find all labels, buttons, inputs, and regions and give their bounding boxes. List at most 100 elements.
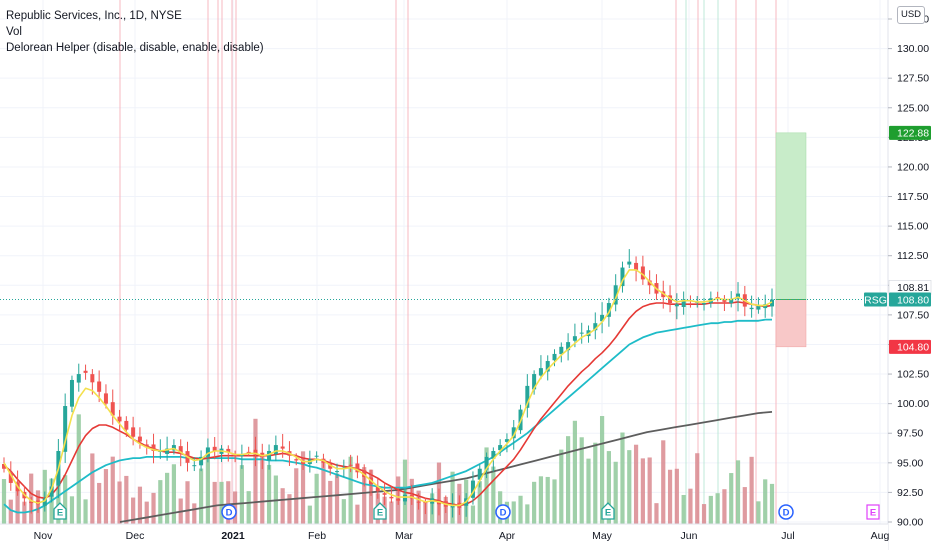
legend-title[interactable]: Republic Services, Inc., 1D, NYSE — [6, 10, 182, 22]
dividend-circle-3 — [495, 504, 511, 520]
price-axis-bg — [888, 0, 932, 550]
price-tick-7: 107.50 — [897, 309, 929, 321]
volume-bar-43 — [294, 468, 299, 524]
stop-price-tag-text: 104.80 — [897, 342, 929, 354]
candle-body-38 — [260, 452, 265, 457]
candle-body-26 — [178, 446, 183, 454]
candle-body-77 — [525, 385, 530, 408]
stop-price-tag-bg — [889, 339, 931, 354]
volume-bar-90 — [613, 461, 618, 524]
candle-body-99 — [674, 304, 679, 307]
volume-bar-41 — [280, 488, 285, 524]
dividend-marker-3[interactable]: D — [495, 504, 511, 520]
volume-bar-50 — [341, 499, 346, 524]
volume-bar-1 — [8, 499, 13, 524]
earnings-marker-0[interactable]: E — [53, 502, 67, 520]
volume-bar-22 — [151, 492, 156, 524]
earnings-shape-0 — [53, 502, 67, 520]
candle-body-66 — [450, 505, 455, 508]
volume-bar-111 — [756, 501, 761, 524]
candle-body-0 — [2, 464, 6, 469]
sma-fast-line — [3, 269, 773, 507]
price-tick-15: 127.50 — [897, 73, 929, 85]
candle-body-83 — [566, 342, 571, 351]
candle-body-71 — [484, 456, 489, 470]
volume-bar-2 — [15, 481, 20, 524]
candle-body-78 — [532, 374, 537, 390]
volume-bar-92 — [627, 450, 632, 524]
volume-bar-105 — [715, 493, 720, 524]
volume-bar-70 — [477, 481, 482, 524]
earnings-marker-4[interactable]: E — [601, 502, 615, 520]
sma-fast-path — [3, 269, 773, 507]
candle-body-30 — [205, 447, 210, 457]
volume-bar-16 — [110, 456, 115, 524]
dividend-circle-1 — [221, 504, 237, 520]
volume-bar-106 — [722, 489, 727, 524]
price-tick-12: 120.00 — [897, 161, 929, 173]
candle-body-89 — [606, 303, 611, 317]
currency-button[interactable]: USD — [897, 6, 925, 24]
candle-body-70 — [477, 468, 482, 480]
time-tick-4: Mar — [395, 530, 414, 542]
volume-bar-11 — [76, 414, 81, 524]
candle-body-33 — [226, 448, 231, 453]
volume-bar-17 — [117, 481, 122, 524]
candle-body-69 — [470, 480, 475, 498]
candle-body-108 — [736, 293, 741, 299]
volume-bar-99 — [674, 468, 679, 524]
candle-body-113 — [770, 299, 774, 307]
volume-bar-30 — [205, 453, 210, 524]
volume-bar-87 — [593, 442, 598, 524]
risk-reward-zones — [775, 132, 807, 348]
candle-body-11 — [76, 374, 81, 383]
candle-body-36 — [246, 451, 251, 453]
earnings-marker-2[interactable]: E — [373, 502, 387, 520]
volume-bar-93 — [633, 444, 639, 524]
price-axis[interactable]: 90.0092.5095.0097.50100.00102.50105.0010… — [887, 0, 932, 550]
candle-body-58 — [396, 498, 401, 501]
time-tick-9: Aug — [871, 530, 890, 542]
event-label-4: E — [605, 508, 611, 519]
volume-bar-84 — [572, 420, 578, 524]
event-label-2: E — [377, 508, 383, 519]
chart-legend: Republic Services, Inc., 1D, NYSE Vol De… — [6, 8, 264, 56]
volume-bar-75 — [511, 501, 516, 524]
volume-bar-82 — [559, 449, 564, 524]
event-label-5: D — [783, 508, 790, 519]
earnings-box-6 — [866, 504, 880, 520]
volume-bar-96 — [654, 503, 659, 524]
time-tick-3: Feb — [308, 530, 326, 542]
price-tick-11: 117.50 — [897, 191, 928, 203]
volume-bar-112 — [763, 479, 768, 524]
price-tick-5: 102.50 — [897, 369, 929, 381]
event-vertical-lines — [119, 0, 777, 524]
dividend-marker-1[interactable]: D — [221, 504, 237, 520]
volume-bar-110 — [749, 456, 754, 524]
candle-body-40 — [273, 445, 278, 455]
candle-body-98 — [668, 295, 673, 304]
volume-bar-91 — [620, 432, 625, 524]
candle-body-90 — [613, 285, 618, 305]
legend-helper[interactable]: Delorean Helper (disable, disable, enabl… — [6, 42, 264, 54]
candle-body-25 — [171, 445, 176, 451]
candle-body-59 — [402, 494, 407, 502]
risk-zone — [775, 299, 807, 348]
candle-body-84 — [572, 336, 577, 341]
candle-body-12 — [83, 370, 88, 373]
earnings-marker-6[interactable]: E — [866, 504, 880, 520]
volume-bar-69 — [470, 505, 476, 524]
event-label-0: E — [57, 508, 63, 519]
legend-vol[interactable]: Vol — [6, 26, 22, 38]
time-tick-0: Nov — [34, 530, 53, 542]
price-tick-0: 90.00 — [897, 517, 923, 529]
dividend-marker-5[interactable]: D — [778, 504, 794, 520]
candle-body-64 — [436, 501, 441, 505]
volume-bar-85 — [579, 437, 584, 524]
candle-body-85 — [579, 332, 584, 334]
time-axis[interactable]: Nov Dec 2021 Feb Mar Apr May Jun Jul Aug — [0, 523, 890, 550]
volume-bar-104 — [708, 495, 713, 524]
